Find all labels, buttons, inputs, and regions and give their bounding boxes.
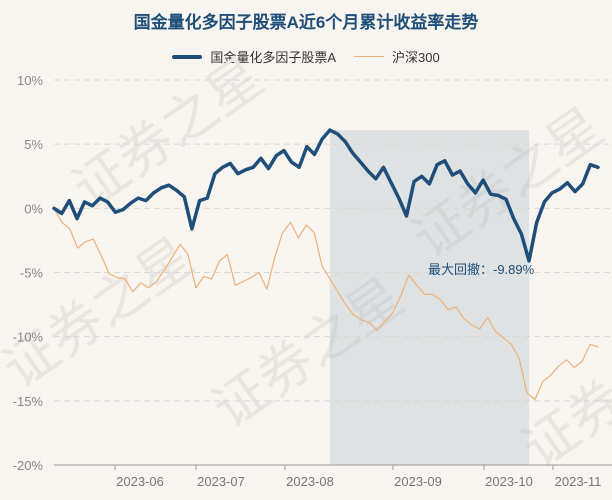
watermark-text: 证券之星: [0, 225, 204, 400]
y-tick-label: -20%: [13, 458, 44, 473]
legend-item-fund[interactable]: 国金量化多因子股票A: [172, 47, 336, 66]
series-line-fund: [52, 128, 600, 263]
max-drawdown-annotation: 最大回撤：-9.89%: [428, 262, 535, 277]
legend-item-index[interactable]: 沪深300: [353, 47, 440, 66]
y-tick-label: -10%: [13, 330, 44, 345]
chart-title: 国金量化多因子股票A近6个月累计收益率走势: [133, 13, 479, 32]
watermark-text: 证券之星: [61, 45, 274, 220]
x-tick-label: 2023-10: [485, 474, 533, 489]
x-tick-label: 2023-08: [286, 474, 334, 489]
x-tick-label: 2023-11: [555, 474, 602, 489]
y-tick-label: 5%: [24, 137, 43, 152]
x-tick-label: 2023-06: [116, 474, 164, 489]
legend: 国金量化多因子股票A 沪深300: [0, 47, 612, 66]
series-line-index: [53, 207, 599, 401]
y-tick-label: 10%: [17, 73, 43, 88]
legend-swatch-index: [353, 56, 384, 57]
legend-label-index: 沪深300: [391, 50, 440, 65]
legend-swatch-fund: [172, 54, 203, 59]
drawdown-region: [329, 130, 530, 466]
y-tick-label: -15%: [13, 394, 44, 409]
legend-label-fund: 国金量化多因子股票A: [210, 50, 336, 65]
y-tick-label: 0%: [24, 201, 43, 216]
x-tick-label: 2023-09: [394, 474, 442, 489]
x-tick-label: 2023-07: [197, 474, 245, 489]
y-tick-label: -5%: [20, 266, 44, 281]
